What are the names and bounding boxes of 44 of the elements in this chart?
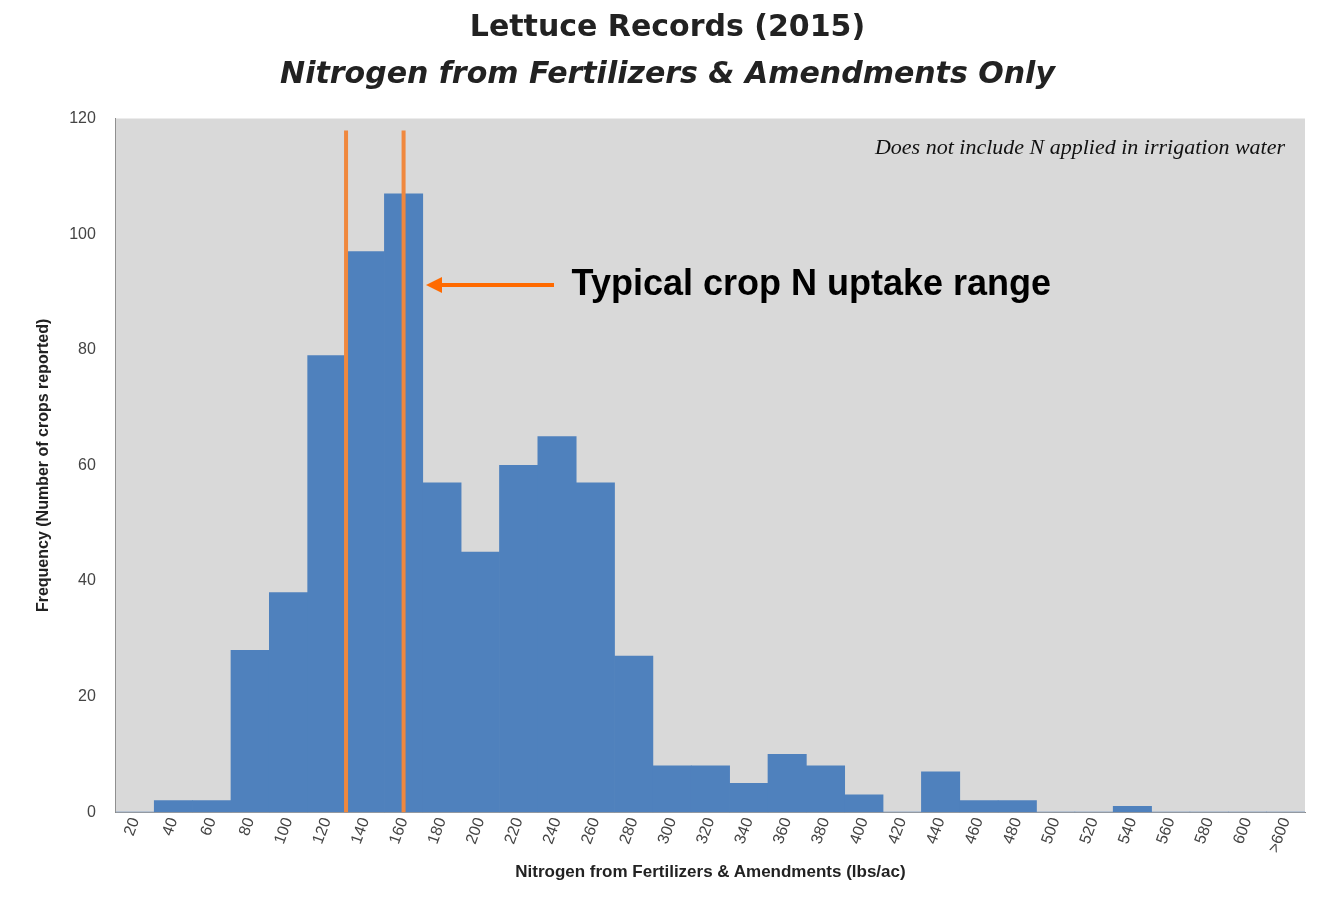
x-tick-label: 60 (196, 815, 219, 838)
x-tick-label: 420 (884, 815, 910, 847)
x-tick-label: 600 (1229, 815, 1255, 847)
x-tick-label: 360 (769, 815, 795, 847)
x-tick-label: 180 (423, 815, 449, 847)
x-axis-title: Nitrogen from Fertilizers & Amendments (lbs/ac) (515, 862, 906, 882)
annotation: Does not include N applied in irrigation water (873, 134, 1286, 160)
y-tick-label: 40 (78, 571, 96, 589)
x-tick-label: 560 (1152, 815, 1178, 847)
x-tick-label: 580 (1190, 815, 1217, 847)
x-tick-label: 200 (462, 815, 488, 847)
x-tick-label: 20 (119, 815, 143, 838)
y-tick-label: 60 (78, 455, 96, 473)
x-tick-label: 500 (1037, 815, 1063, 847)
x-tick-label: 520 (1075, 815, 1102, 847)
x-tick-label: 320 (692, 815, 718, 847)
x-tick-label: 80 (235, 815, 258, 838)
y-tick-label: 100 (69, 224, 96, 242)
y-tick-label: 20 (78, 686, 96, 704)
y-tick-label: 120 (69, 109, 96, 127)
x-tick-label: 300 (653, 815, 680, 847)
x-tick-label: 160 (385, 815, 411, 847)
x-tick-label: 440 (922, 815, 948, 847)
x-tick-label: 260 (577, 815, 603, 847)
y-axis-title: Frequency (Number of crops reported) (34, 318, 52, 613)
x-tick-label: 340 (730, 815, 756, 847)
x-tick-label: 380 (807, 815, 833, 847)
x-tick-label: >600 (1264, 815, 1293, 855)
y-tick-label: 0 (86, 802, 96, 820)
x-tick-label: 460 (960, 815, 986, 847)
x-tick-label: 220 (500, 815, 526, 847)
x-tick-label: 280 (615, 815, 641, 847)
y-tick-label: 80 (78, 340, 96, 358)
chart-subtitle: Nitrogen from Fertilizers & Amendments Only (279, 55, 1057, 90)
x-tick-label: 120 (308, 815, 334, 847)
x-tick-label: 140 (347, 815, 373, 847)
x-tick-label: 480 (999, 815, 1025, 847)
x-tick-label: 540 (1114, 815, 1140, 847)
x-tick-label: 240 (538, 815, 565, 847)
chart-title: Lettuce Records (2015) (468, 8, 867, 43)
annotation: Typical crop N uptake range (571, 261, 1052, 303)
x-tick-label: 400 (845, 815, 871, 847)
x-tick-label: 40 (158, 815, 181, 838)
x-tick-label: 100 (270, 815, 296, 847)
